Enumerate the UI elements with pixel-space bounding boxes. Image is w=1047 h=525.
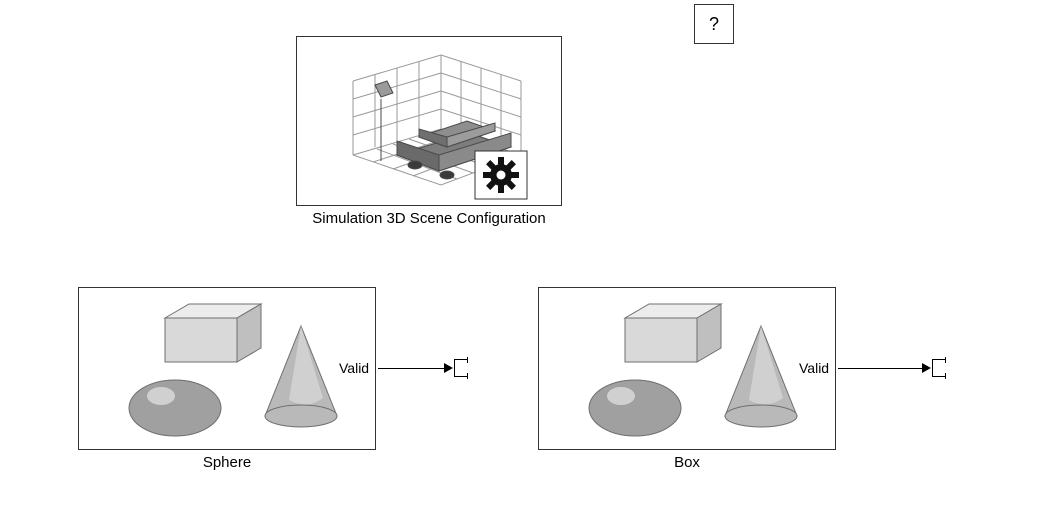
sphere-block-label: Sphere (78, 454, 376, 471)
shapes-icon (79, 288, 377, 451)
box-signal-arrow (922, 363, 931, 373)
box-terminator[interactable] (932, 359, 948, 377)
box-block-label: Box (538, 454, 836, 471)
sphere-terminator[interactable] (454, 359, 470, 377)
scene-config-label: Simulation 3D Scene Configuration (296, 210, 562, 227)
sphere-signal-line (378, 368, 446, 369)
box-signal-line (838, 368, 924, 369)
sphere-port-valid-label: Valid (339, 360, 369, 376)
sphere-signal-arrow (444, 363, 453, 373)
shapes-icon (539, 288, 837, 451)
box-block[interactable]: Valid (538, 287, 836, 450)
box-port-valid-label: Valid (799, 360, 829, 376)
sphere-block[interactable]: Valid (78, 287, 376, 450)
scene-config-icon (297, 37, 563, 207)
help-label: ? (709, 14, 719, 35)
scene-config-block[interactable] (296, 36, 562, 206)
help-block[interactable]: ? (694, 4, 734, 44)
